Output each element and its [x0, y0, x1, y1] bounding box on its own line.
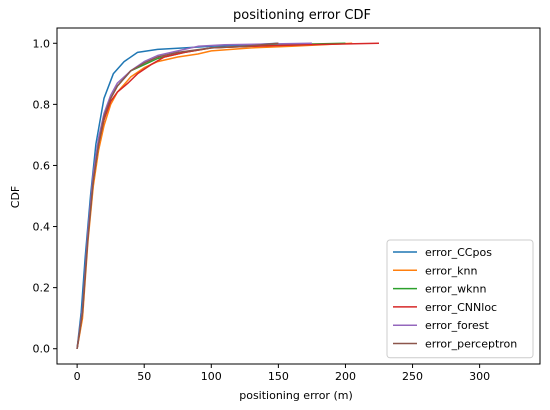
- y-tick-label: 0.6: [33, 159, 51, 172]
- x-tick-label: 50: [137, 370, 151, 383]
- legend-label: error_forest: [425, 319, 490, 332]
- x-axis-ticks: 0 50 100 150 200 250 300: [74, 364, 490, 383]
- legend: error_CCpos error_knn error_wknn error_CNNl…: [386, 239, 534, 359]
- legend-box: [386, 239, 534, 359]
- x-tick-label: 0: [74, 370, 81, 383]
- y-tick-label: 0.4: [33, 221, 51, 234]
- legend-label: error_CNNloc: [425, 301, 497, 314]
- chart-title: positioning error CDF: [233, 8, 371, 23]
- x-tick-label: 250: [402, 370, 423, 383]
- legend-label: error_perceptron: [425, 338, 517, 351]
- x-tick-label: 300: [469, 370, 490, 383]
- y-tick-label: 0.8: [33, 98, 51, 111]
- x-axis-label: positioning error (m): [239, 389, 353, 402]
- x-tick-label: 150: [268, 370, 289, 383]
- y-axis-ticks: 0.0 0.2 0.4 0.6 0.8 1.0: [33, 37, 57, 356]
- legend-label: error_CCpos: [425, 246, 492, 259]
- y-tick-label: 0.0: [33, 343, 51, 356]
- y-axis-label: CDF: [9, 186, 22, 208]
- x-tick-label: 100: [201, 370, 222, 383]
- series-line-error-ccpos: [76, 42, 279, 349]
- x-tick-label: 200: [335, 370, 356, 383]
- legend-label: error_knn: [425, 264, 477, 277]
- legend-label: error_wknn: [425, 283, 486, 296]
- series-line-error-perceptron: [76, 42, 279, 349]
- series-layer: [76, 42, 380, 349]
- axes-frame: [56, 27, 541, 365]
- y-tick-label: 0.2: [33, 282, 51, 295]
- y-tick-label: 1.0: [33, 37, 51, 50]
